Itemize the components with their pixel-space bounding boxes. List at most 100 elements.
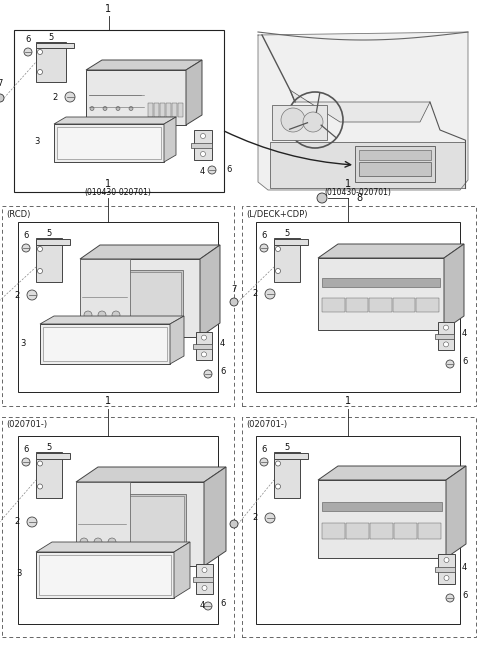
Bar [318,258,444,330]
Circle shape [24,48,32,56]
Text: 5: 5 [47,443,52,452]
Text: 4: 4 [462,564,467,573]
Circle shape [317,193,327,203]
Circle shape [201,133,205,138]
Polygon shape [270,142,465,188]
Polygon shape [54,117,176,124]
Bar [359,162,431,176]
Polygon shape [170,316,184,364]
Bar [76,482,130,566]
Text: 1: 1 [105,396,111,406]
Bar [274,454,308,459]
Bar [274,452,300,498]
Circle shape [65,92,75,102]
Text: (010430-020701): (010430-020701) [84,187,151,196]
Bar [359,150,431,160]
Bar [242,206,476,406]
Bar [193,577,213,582]
Text: 6: 6 [24,231,29,240]
Text: 3: 3 [35,138,40,146]
Bar [148,103,153,117]
Bar [256,222,460,392]
Bar [370,523,393,538]
Bar [242,417,476,637]
Polygon shape [290,90,430,122]
Text: 1: 1 [106,4,111,14]
Text: 5: 5 [47,229,52,239]
Circle shape [204,602,212,610]
Circle shape [260,244,268,252]
Circle shape [108,538,116,546]
Circle shape [37,49,43,55]
Bar [274,238,300,282]
Circle shape [303,112,323,132]
Text: 7: 7 [0,79,3,88]
Polygon shape [318,466,466,480]
Bar [196,564,213,594]
Text: 8: 8 [356,193,362,203]
Text: 4: 4 [199,168,204,177]
Bar [166,103,171,117]
Bar [18,436,218,624]
Polygon shape [446,466,466,558]
Bar [36,239,70,244]
Circle shape [204,370,212,378]
Bar [274,239,308,244]
Bar [438,554,455,584]
Circle shape [27,290,37,300]
Bar [57,127,161,159]
Circle shape [80,538,88,546]
Polygon shape [40,316,184,324]
Bar [94,494,186,554]
Circle shape [444,575,449,580]
Bar [36,43,74,48]
Text: (L/DECK+CDP): (L/DECK+CDP) [246,209,308,218]
Circle shape [22,458,30,466]
Bar [40,324,170,364]
Circle shape [37,70,43,75]
Bar [86,70,186,125]
Text: (RCD): (RCD) [6,209,30,218]
Circle shape [265,513,275,523]
Bar [418,523,441,538]
Bar [43,327,167,361]
Text: 2: 2 [53,92,58,101]
Bar [14,30,224,192]
Circle shape [307,112,323,128]
Circle shape [22,244,30,252]
Circle shape [446,360,454,368]
Circle shape [230,520,238,528]
Text: (020701-): (020701-) [6,421,47,430]
Circle shape [37,484,43,489]
Bar [256,436,460,624]
Text: 6: 6 [261,445,267,454]
Bar [2,417,234,637]
Text: 3: 3 [17,569,22,578]
Bar [178,103,183,117]
Bar [322,278,440,287]
Text: 6: 6 [220,367,226,376]
Text: 4: 4 [220,339,225,348]
Circle shape [444,558,449,562]
Bar [193,344,212,349]
Circle shape [230,298,238,306]
Bar [36,552,174,598]
Bar [346,298,368,312]
Circle shape [281,108,305,132]
Bar [36,454,70,459]
Text: (010430-020701): (010430-020701) [324,187,391,196]
Polygon shape [444,244,464,330]
Bar [322,502,442,511]
Circle shape [0,94,4,102]
Circle shape [202,567,207,573]
Circle shape [112,311,120,319]
Bar [18,222,218,392]
Text: 2: 2 [15,291,20,300]
Bar [318,480,446,558]
Bar [196,332,212,360]
Polygon shape [204,467,226,566]
Circle shape [201,151,205,157]
Text: 6: 6 [462,592,468,601]
Circle shape [276,461,280,466]
Circle shape [103,107,107,111]
